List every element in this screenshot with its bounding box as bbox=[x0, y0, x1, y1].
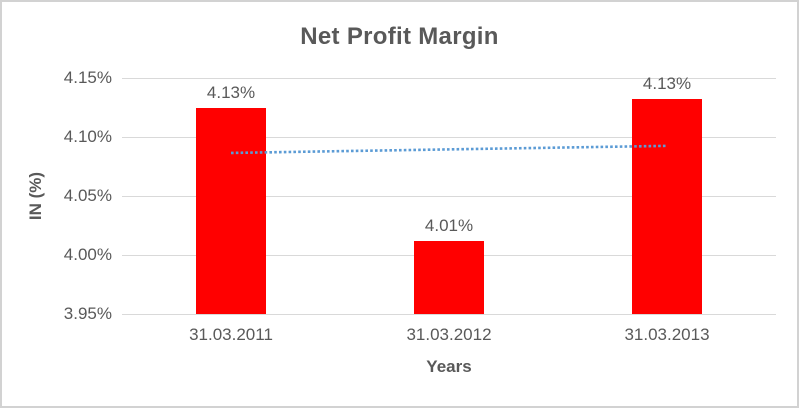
y-tick-label: 3.95% bbox=[63, 304, 112, 323]
x-tick-label: 31.03.2011 bbox=[189, 325, 273, 344]
gridline bbox=[122, 195, 776, 197]
bar-value-label: 4.13% bbox=[642, 74, 692, 94]
bar bbox=[196, 107, 266, 314]
x-axis-line bbox=[122, 313, 776, 315]
gridline bbox=[122, 77, 776, 79]
y-tick-label: 4.05% bbox=[63, 186, 112, 205]
y-tick-label: 4.15% bbox=[63, 68, 112, 87]
y-tick-label: 4.10% bbox=[63, 127, 112, 146]
bar-value-label: 4.13% bbox=[206, 82, 256, 102]
x-axis-title: Years bbox=[426, 357, 472, 376]
x-tick-label: 31.03.2013 bbox=[624, 325, 710, 344]
y-tick-label: 4.00% bbox=[63, 245, 112, 264]
bar bbox=[414, 240, 484, 314]
chart-title: Net Profit Margin bbox=[300, 23, 499, 50]
x-tick-label: 31.03.2012 bbox=[406, 325, 492, 344]
bar bbox=[632, 99, 702, 314]
bar-value-label: 4.01% bbox=[424, 215, 474, 235]
gridline bbox=[122, 136, 776, 138]
